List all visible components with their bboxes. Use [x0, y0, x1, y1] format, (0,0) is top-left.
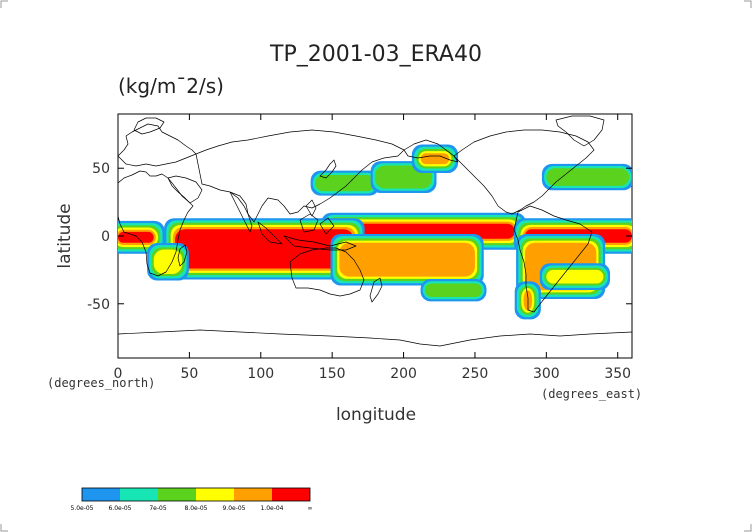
- colorbar-label-3: 8.0e-05: [184, 505, 207, 512]
- precip-region-5: [147, 242, 189, 281]
- x-unit-label: (degrees_east): [541, 387, 642, 401]
- precip-region-9: [310, 170, 380, 196]
- chart-subtitle: (kg/m¯2/s): [118, 74, 224, 98]
- x-tick-label-2: 100: [247, 366, 274, 382]
- x-tick-label-0: 0: [114, 366, 123, 382]
- x-tick-label-7: 350: [604, 366, 631, 382]
- chart-title: TP_2001-03_ERA40: [269, 42, 482, 67]
- coastline-scandinavia: [133, 117, 165, 135]
- coastline-indonesia: [257, 213, 357, 251]
- colorbar-label-5: 1.0e-04: [260, 505, 283, 512]
- y-axis-ticks: 50 0 -50: [87, 161, 632, 313]
- precip-band-7-4: [546, 269, 604, 284]
- precip-region-1: [164, 218, 365, 280]
- colorbar-frame: [81, 487, 311, 502]
- x-tick-label-5: 250: [462, 366, 489, 382]
- coastline-asia: [195, 129, 405, 223]
- coastline-philippines: [305, 199, 317, 217]
- coastline-greenland: [555, 115, 605, 147]
- y-tick-label-0: 50: [92, 161, 110, 177]
- x-tick-label-3: 150: [319, 366, 346, 382]
- coastline-south-america: [513, 205, 593, 313]
- coastline-australia: [289, 247, 365, 297]
- coastline-antarctica: [118, 329, 632, 347]
- coastline-europe: [118, 123, 197, 167]
- coastline-alaska: [403, 139, 459, 163]
- coastline-arabia: [167, 175, 203, 204]
- coastline-north-america: [453, 129, 595, 215]
- x-tick-label-6: 300: [533, 366, 560, 382]
- precip-band-9-3: [315, 175, 375, 192]
- colorbar-swatch-1: [120, 488, 158, 501]
- y-tick-label-2: -50: [87, 297, 110, 313]
- y-axis-title: latitude: [55, 203, 75, 268]
- colorbar-swatch-4: [234, 488, 272, 501]
- colorbar-label-1: 6.0e-05: [108, 505, 131, 512]
- x-tick-label-4: 200: [390, 366, 417, 382]
- precip-band-4-6: [118, 231, 154, 243]
- colorbar-swatch-2: [158, 488, 196, 501]
- colorbar-swatch-3: [196, 488, 234, 501]
- colorbar-legend: 5.0e-05 6.0e-05 7e-05 8.0e-05 9.0e-05 1.0e-04…: [70, 487, 313, 512]
- coastline-japan: [319, 159, 337, 179]
- coastline-new-zealand: [369, 277, 383, 303]
- precip-region-7: [539, 263, 611, 291]
- colorbar-label-0: 5.0e-05: [70, 505, 93, 512]
- precipitation-layer: [118, 144, 632, 320]
- colorbar-swatch-0: [82, 488, 120, 501]
- precip-band-1-6: [175, 229, 354, 269]
- precip-band-11-5: [420, 153, 450, 165]
- precip-band-13-3: [424, 283, 483, 297]
- colorbar-label-6: ∞: [308, 505, 313, 512]
- precip-region-2: [330, 233, 484, 286]
- colorbar-label-2: 7e-05: [149, 505, 166, 512]
- y-tick-label-1: 0: [101, 229, 110, 245]
- coastline-india: [229, 191, 253, 233]
- coastline-africa: [118, 170, 194, 277]
- precip-region-12: [541, 163, 632, 191]
- x-axis-title: longitude: [336, 405, 416, 425]
- colorbar-swatch-5: [272, 488, 310, 501]
- coastline-layer: [118, 115, 632, 347]
- precip-band-5-4: [153, 249, 183, 274]
- precip-band-12-3: [546, 168, 630, 186]
- x-tick-label-1: 50: [180, 366, 198, 382]
- y-unit-label: (degrees_north): [47, 376, 155, 390]
- colorbar-label-4: 9.0e-05: [222, 505, 245, 512]
- x-axis-ticks: 0 50 100 150 200 250 300 350: [114, 114, 631, 382]
- precip-band-2-5: [339, 242, 475, 277]
- precip-region-13: [420, 279, 487, 302]
- precip-region-10: [370, 161, 437, 193]
- precip-region-11: [411, 144, 459, 173]
- coastline-madagascar: [177, 244, 188, 267]
